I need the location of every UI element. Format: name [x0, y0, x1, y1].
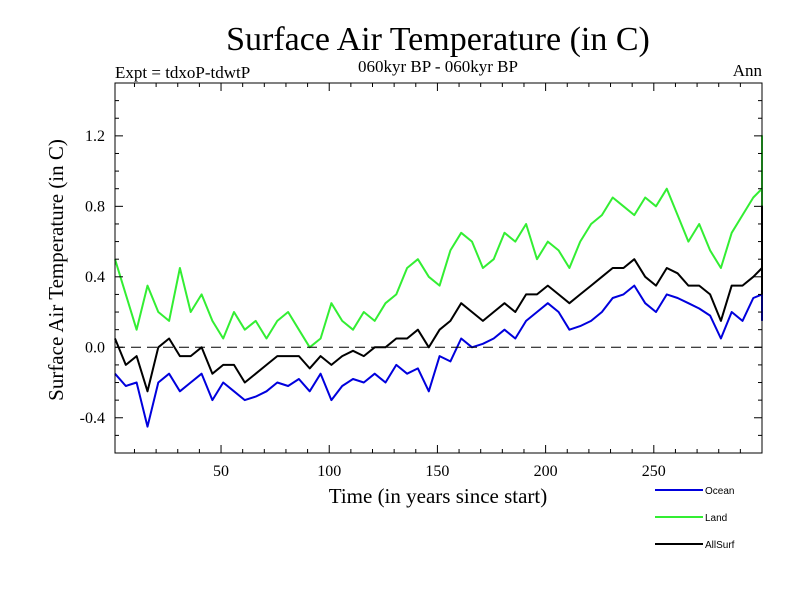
ticks-layer: 50 100 150 200 250 -0.4 0.0 0.4 0.8 1.2 — [80, 83, 762, 480]
plot-frame — [114, 82, 763, 454]
series-layer — [114, 134, 763, 428]
subtitle-center: 060kyr BP - 060kyr BP — [358, 57, 518, 76]
y-tick-label: 0.0 — [85, 339, 105, 356]
x-tick-label: 100 — [317, 463, 341, 480]
subtitle-left: Expt = tdxoP-tdwtP — [115, 63, 250, 82]
x-tick-label: 50 — [213, 463, 229, 480]
legend-label-land: Land — [705, 513, 727, 524]
chart-title: Surface Air Temperature (in C) — [226, 21, 650, 58]
y-axis-label: Surface Air Temperature (in C) — [44, 139, 68, 401]
y-tick-label: 1.2 — [85, 128, 105, 145]
legend: Ocean Land AllSurf — [655, 486, 735, 551]
x-tick-label: 150 — [425, 463, 449, 480]
x-tick-label: 250 — [642, 463, 666, 480]
legend-label-ocean: Ocean — [705, 486, 734, 497]
series-line-land — [114, 134, 763, 349]
y-tick-label: 0.4 — [85, 269, 105, 286]
subtitle-right: Ann — [733, 61, 763, 80]
y-tick-label: 0.8 — [85, 198, 105, 215]
y-tick-label: -0.4 — [80, 410, 105, 427]
x-axis-label: Time (in years since start) — [329, 484, 548, 508]
legend-label-allsurf: AllSurf — [705, 540, 735, 551]
x-tick-label: 200 — [534, 463, 558, 480]
